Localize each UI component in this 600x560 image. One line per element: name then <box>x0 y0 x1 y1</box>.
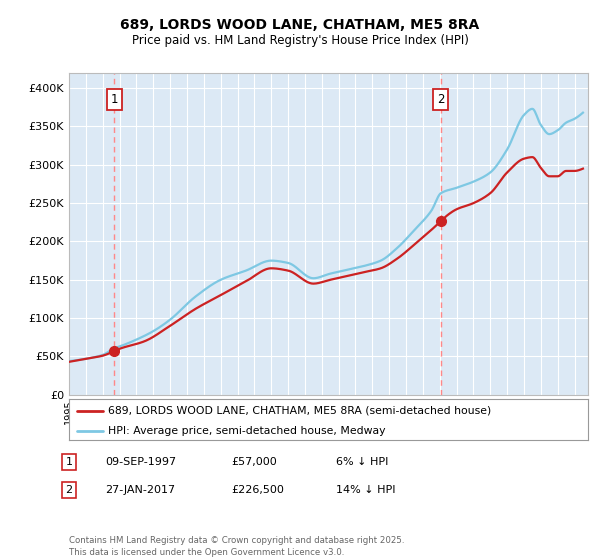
Text: 1: 1 <box>65 457 73 467</box>
Text: 2: 2 <box>65 485 73 495</box>
Text: 689, LORDS WOOD LANE, CHATHAM, ME5 8RA: 689, LORDS WOOD LANE, CHATHAM, ME5 8RA <box>121 18 479 32</box>
Text: £226,500: £226,500 <box>231 485 284 495</box>
Text: 1: 1 <box>110 93 118 106</box>
Text: Contains HM Land Registry data © Crown copyright and database right 2025.
This d: Contains HM Land Registry data © Crown c… <box>69 536 404 557</box>
Text: 2: 2 <box>437 93 445 106</box>
Text: £57,000: £57,000 <box>231 457 277 467</box>
Text: 6% ↓ HPI: 6% ↓ HPI <box>336 457 388 467</box>
Text: 14% ↓ HPI: 14% ↓ HPI <box>336 485 395 495</box>
Text: 27-JAN-2017: 27-JAN-2017 <box>105 485 175 495</box>
Text: Price paid vs. HM Land Registry's House Price Index (HPI): Price paid vs. HM Land Registry's House … <box>131 34 469 47</box>
Text: 689, LORDS WOOD LANE, CHATHAM, ME5 8RA (semi-detached house): 689, LORDS WOOD LANE, CHATHAM, ME5 8RA (… <box>108 405 491 416</box>
Text: 09-SEP-1997: 09-SEP-1997 <box>105 457 176 467</box>
Text: HPI: Average price, semi-detached house, Medway: HPI: Average price, semi-detached house,… <box>108 426 385 436</box>
